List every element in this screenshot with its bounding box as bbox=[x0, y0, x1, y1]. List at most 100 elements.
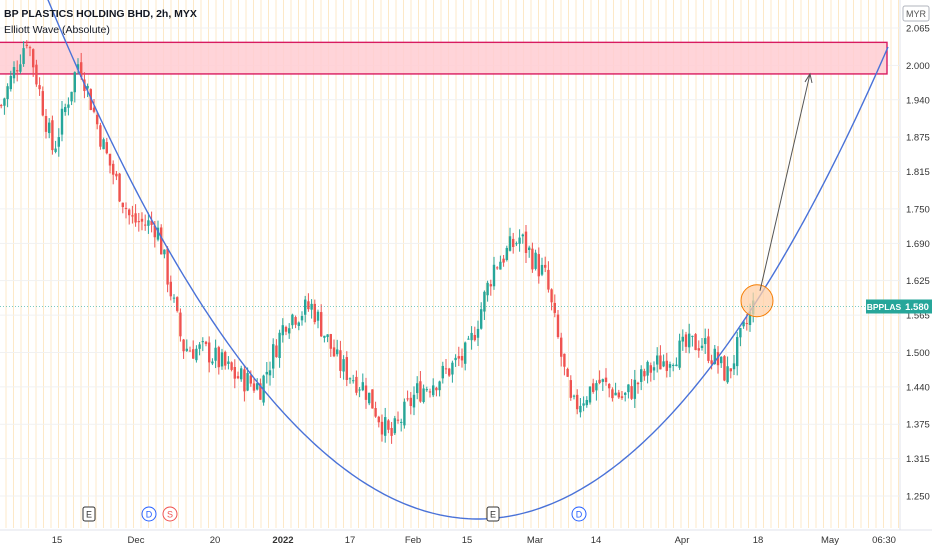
candle-body bbox=[44, 116, 48, 132]
candle-body bbox=[259, 383, 262, 400]
candle-body bbox=[268, 370, 272, 376]
candle-body bbox=[700, 345, 704, 348]
candle-body bbox=[118, 173, 121, 202]
candle-body bbox=[153, 225, 156, 238]
time-tick-label: 14 bbox=[591, 535, 602, 546]
candle-body bbox=[624, 392, 627, 395]
candle-body bbox=[534, 252, 537, 269]
candle-body bbox=[505, 247, 508, 261]
candle-body bbox=[163, 249, 166, 255]
candle-body bbox=[492, 264, 496, 287]
candle-body bbox=[342, 359, 345, 372]
candle-body bbox=[99, 125, 102, 147]
candle-body bbox=[656, 355, 659, 365]
candle-body bbox=[716, 352, 720, 366]
event-marker-letter: D bbox=[576, 510, 583, 520]
candle-body bbox=[329, 334, 332, 349]
candle-body bbox=[563, 353, 566, 367]
candle-body bbox=[384, 417, 387, 436]
candle-body bbox=[198, 344, 201, 349]
candle-body bbox=[598, 379, 601, 384]
candle-body bbox=[579, 405, 582, 413]
candle-body bbox=[176, 297, 179, 311]
currency-label: MYR bbox=[906, 9, 927, 19]
candle-body bbox=[339, 350, 342, 371]
candle-body bbox=[480, 309, 483, 329]
candle-body bbox=[608, 383, 611, 389]
candle-body bbox=[720, 356, 723, 364]
candle-body bbox=[377, 416, 380, 423]
candle-body bbox=[156, 227, 160, 240]
candle-body bbox=[614, 392, 617, 396]
candles bbox=[0, 40, 755, 444]
candle-body bbox=[531, 248, 534, 270]
candle-body bbox=[659, 355, 662, 370]
candle-body bbox=[230, 362, 233, 370]
candle-body bbox=[64, 107, 67, 113]
candle-body bbox=[732, 363, 736, 370]
price-tick-label: 2.000 bbox=[906, 61, 930, 72]
time-tick-label: 06:30 bbox=[872, 535, 896, 546]
candle-body bbox=[364, 385, 368, 400]
projection-arrow bbox=[759, 73, 811, 291]
candle-body bbox=[294, 317, 297, 325]
time-tick-label: 2022 bbox=[272, 535, 293, 546]
candle-body bbox=[281, 325, 284, 336]
candle-body bbox=[371, 389, 374, 409]
candle-body bbox=[588, 386, 592, 403]
candle-body bbox=[691, 335, 694, 337]
candle-body bbox=[358, 389, 361, 391]
highlight-circle bbox=[740, 284, 774, 318]
time-tick-label: Feb bbox=[405, 535, 421, 546]
candle-body bbox=[678, 340, 681, 368]
candle-body bbox=[169, 281, 172, 297]
candle-body bbox=[710, 360, 713, 364]
candle-body bbox=[54, 148, 57, 152]
candle-body bbox=[272, 344, 275, 369]
candle-body bbox=[444, 368, 448, 370]
candle-body bbox=[131, 215, 134, 217]
candle-body bbox=[518, 237, 521, 244]
candle-body bbox=[396, 419, 400, 421]
candle-body bbox=[489, 284, 492, 287]
candle-body bbox=[652, 367, 656, 371]
candle-body bbox=[499, 261, 502, 270]
candle-body bbox=[208, 342, 211, 363]
candle-body bbox=[291, 314, 294, 326]
candle-body bbox=[243, 369, 246, 392]
parabolic-curve bbox=[47, 0, 889, 520]
price-tick-label: 2.065 bbox=[906, 24, 930, 35]
candle-body bbox=[560, 337, 563, 357]
candle-body bbox=[179, 312, 182, 337]
event-marker-letter: E bbox=[86, 510, 92, 520]
candle-body bbox=[672, 364, 675, 367]
time-tick-label: Mar bbox=[527, 535, 543, 546]
price-axis: MYR 2.065 2.000 1.940 1.875 1.815 1.750 1.690 1.… bbox=[866, 0, 932, 550]
candle-body bbox=[704, 338, 707, 345]
candle-body bbox=[416, 383, 419, 394]
candle-body bbox=[544, 264, 547, 268]
candle-body bbox=[502, 258, 505, 263]
candle-body bbox=[204, 341, 208, 345]
indicator-label[interactable]: Elliott Wave (Absolute) bbox=[4, 24, 110, 36]
candle-body bbox=[348, 378, 352, 380]
candle-body bbox=[425, 389, 428, 391]
candle-body bbox=[320, 312, 323, 337]
dividend-marker bbox=[571, 506, 587, 522]
candle-body bbox=[668, 364, 672, 368]
candle-body bbox=[9, 75, 12, 90]
candle-body bbox=[572, 395, 576, 397]
candle-body bbox=[336, 349, 339, 355]
candle-body bbox=[115, 173, 118, 177]
time-tick-label: Apr bbox=[675, 535, 690, 546]
candle-body bbox=[592, 383, 595, 392]
candle-body bbox=[265, 371, 268, 375]
candle-body bbox=[422, 388, 425, 402]
event-marker-letter: S bbox=[167, 510, 173, 520]
candle-body bbox=[748, 311, 752, 326]
candle-body bbox=[195, 348, 198, 361]
candle-body bbox=[240, 368, 243, 380]
